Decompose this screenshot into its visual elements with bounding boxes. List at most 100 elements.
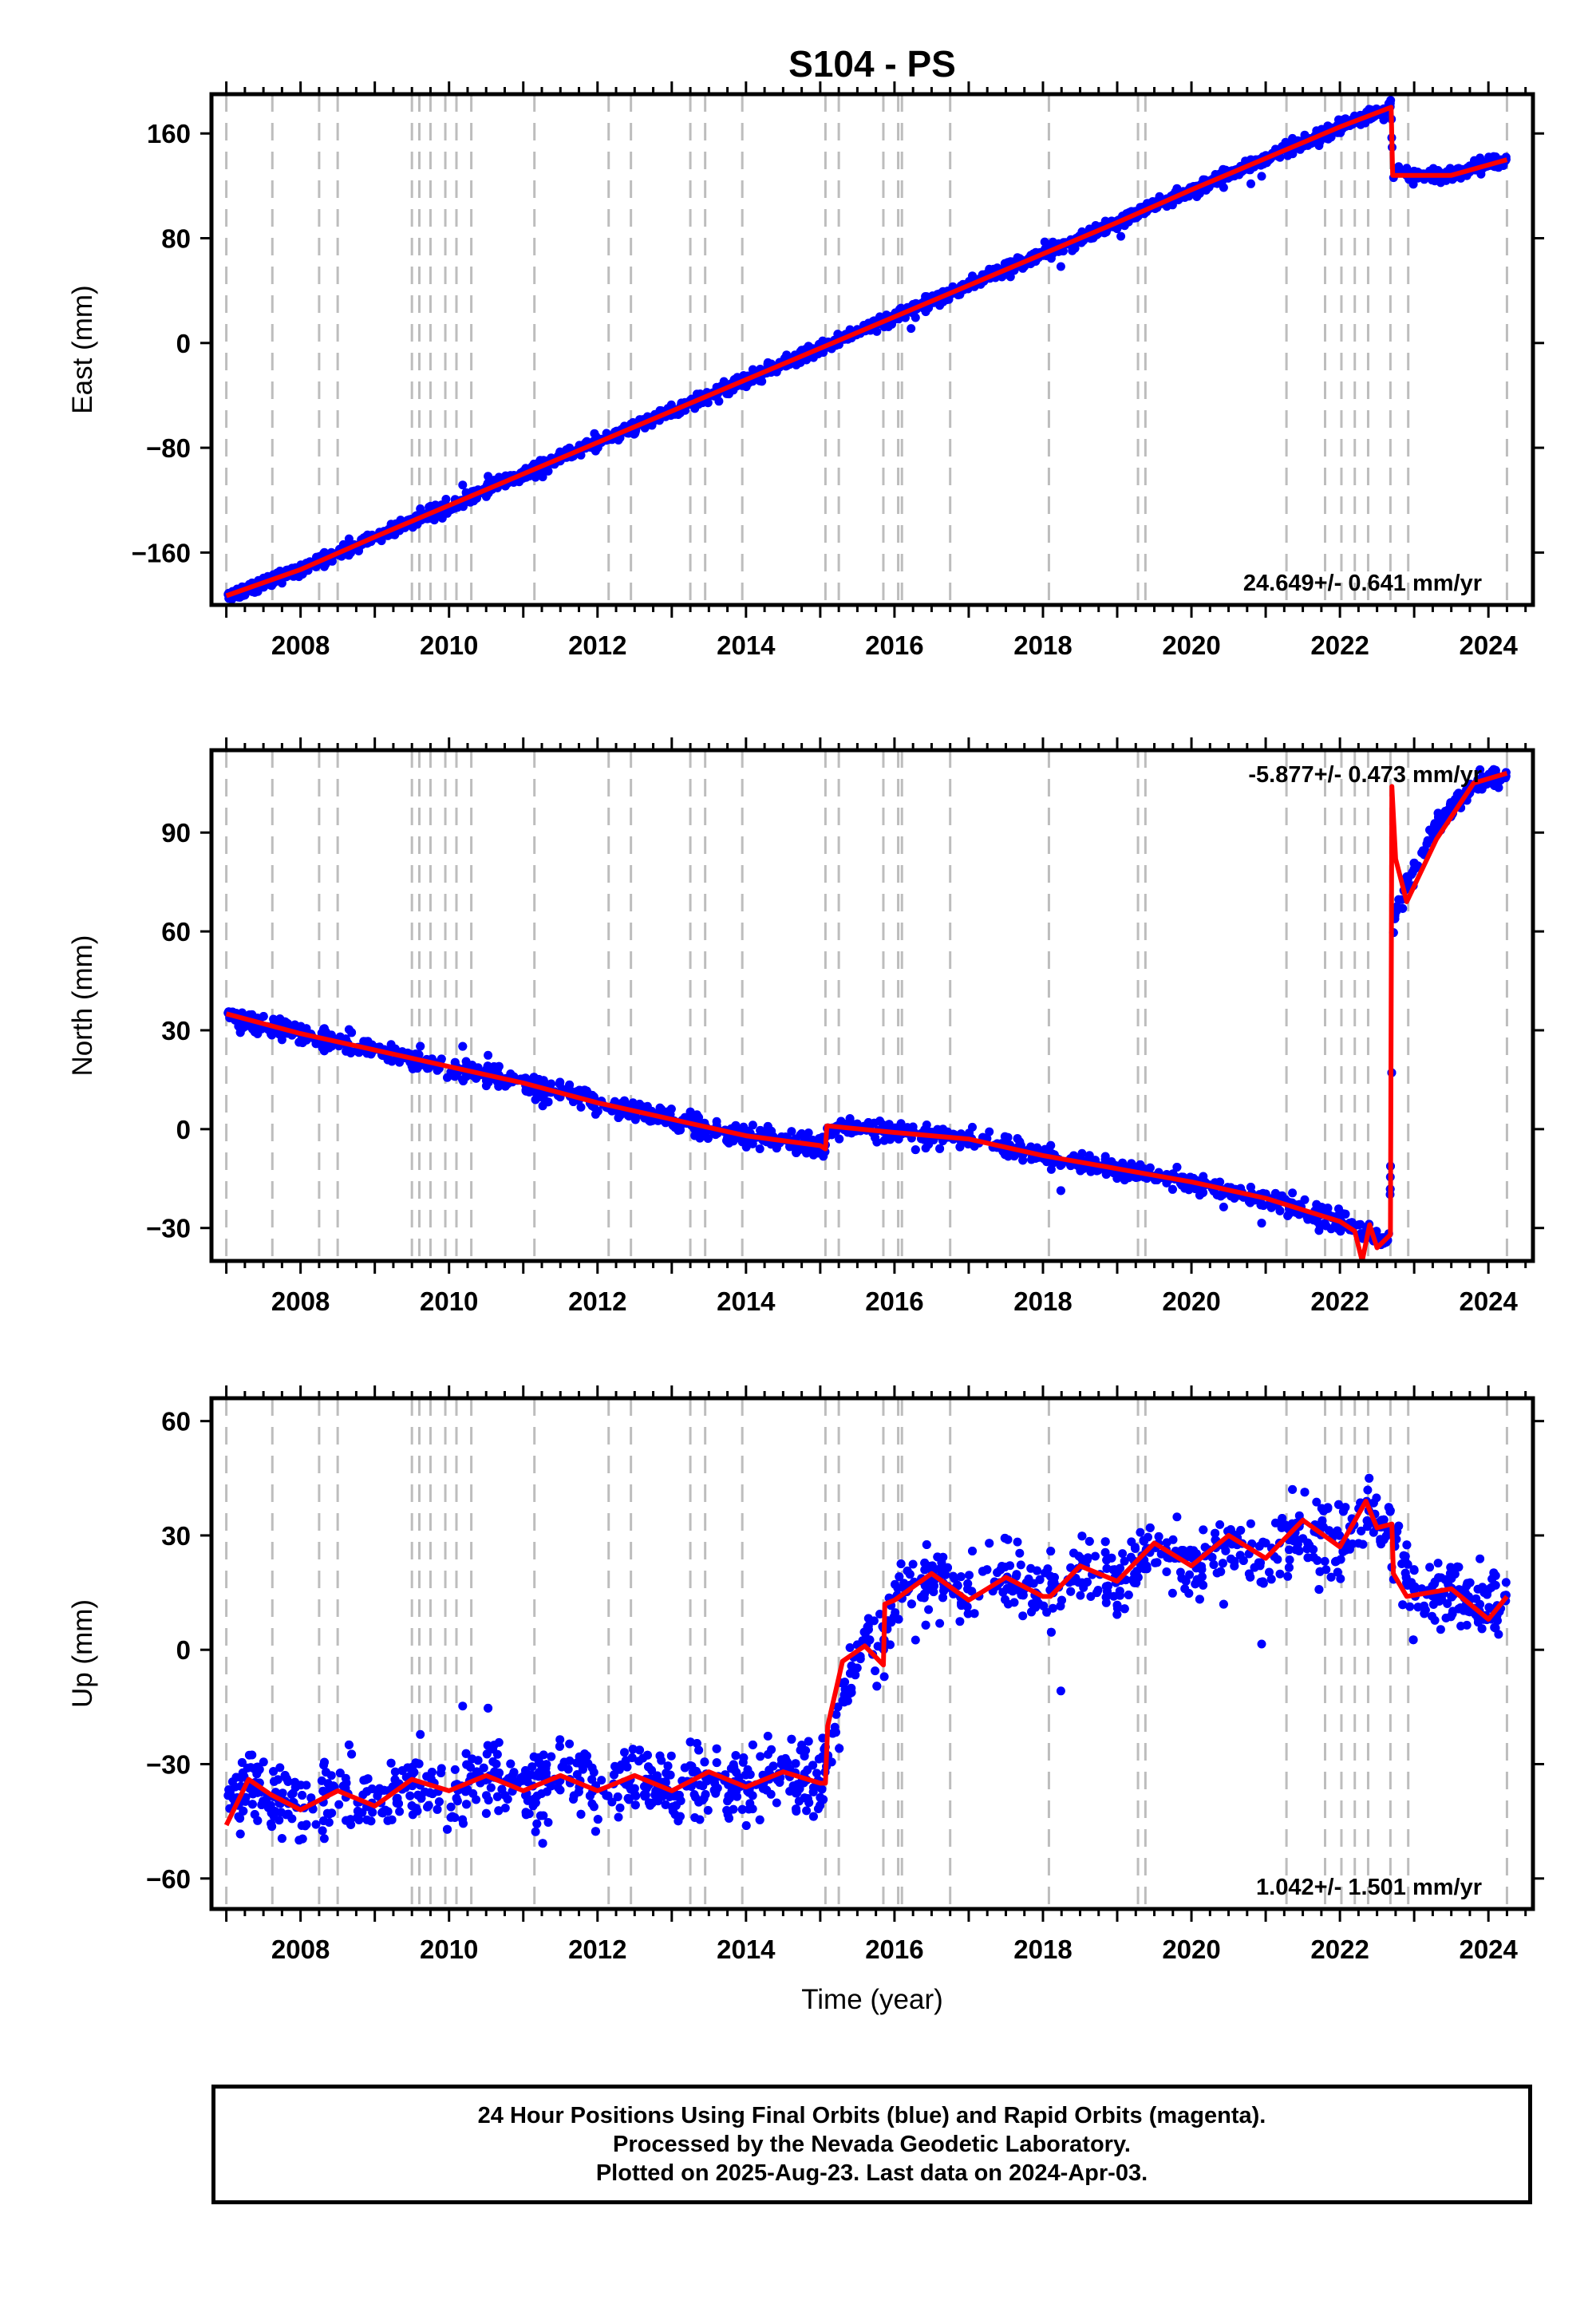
- observation-point: [416, 1041, 425, 1051]
- panels-layer: −160 −80 0 80 160 2008 2010 2012 2014 2016 2018 202…: [67, 81, 1544, 2015]
- x-tick-label: 2020: [1162, 630, 1220, 660]
- observation-point: [1300, 130, 1310, 140]
- observation-point: [241, 1022, 250, 1031]
- observation-point: [1246, 1183, 1255, 1192]
- east-model-line: [225, 105, 1508, 599]
- y-tick-label: 90: [161, 818, 191, 848]
- x-tick-label: 2012: [568, 1286, 626, 1316]
- plot-frame: [209, 92, 1535, 607]
- observation-point: [1116, 231, 1126, 241]
- observation-point: [985, 1127, 994, 1136]
- observation-point: [1334, 1204, 1343, 1214]
- observation-point: [1450, 795, 1460, 804]
- y-tick-label: 30: [161, 1016, 191, 1045]
- observation-point: [869, 1118, 879, 1128]
- observation-point: [1398, 903, 1408, 913]
- observation-point: [296, 1022, 306, 1031]
- observation-point: [234, 1022, 243, 1031]
- x-tick-label: 2018: [1013, 630, 1072, 660]
- observation-point: [1041, 1144, 1049, 1154]
- observation-point: [674, 410, 683, 419]
- event-lines: [225, 750, 1508, 1261]
- y-tick-label: 160: [147, 119, 191, 148]
- x-tick-label: 2014: [717, 1286, 776, 1316]
- observation-point: [723, 1133, 733, 1143]
- y-tick-label: 0: [176, 329, 191, 358]
- observation-point: [871, 1133, 880, 1143]
- observation-point: [531, 1095, 540, 1105]
- observation-point: [1323, 1203, 1333, 1213]
- observation-point: [802, 1148, 812, 1158]
- observation-point: [1244, 1197, 1254, 1207]
- observation-point: [239, 591, 248, 600]
- observation-point: [1354, 1220, 1364, 1230]
- north-rate-label: -5.877+/- 0.473 mm/yr: [1248, 762, 1482, 788]
- observation-point: [450, 1057, 460, 1067]
- y-tick-label: −30: [146, 1214, 191, 1243]
- observation-point: [666, 1105, 676, 1114]
- observation-point: [259, 1012, 268, 1021]
- observation-point: [1127, 1159, 1136, 1168]
- y-tick-label: 60: [161, 917, 191, 947]
- observation-point: [755, 376, 764, 385]
- observation-point: [390, 1044, 400, 1053]
- observation-point: [907, 324, 916, 334]
- observation-point: [576, 1102, 586, 1112]
- observation-point: [921, 307, 930, 317]
- x-tick-label: 2010: [420, 630, 478, 660]
- event-lines: [225, 1398, 1508, 1909]
- observation-point: [408, 1064, 417, 1073]
- x-tick-label: 2016: [865, 1286, 923, 1316]
- observation-point: [792, 1148, 801, 1157]
- north-model-line: [225, 771, 1508, 1261]
- observation-point: [1436, 810, 1446, 820]
- observation-point: [1409, 858, 1419, 868]
- observation-point: [1288, 133, 1298, 143]
- observation-point: [267, 581, 277, 591]
- x-tick-label: 2024: [1459, 630, 1518, 660]
- observation-point: [1347, 1218, 1357, 1227]
- x-tick-label: 2008: [271, 630, 330, 660]
- observation-point: [1056, 262, 1065, 271]
- observation-point: [538, 472, 547, 482]
- observation-point: [748, 365, 757, 374]
- observation-point: [1219, 183, 1228, 192]
- observation-point: [1494, 783, 1503, 792]
- observation-point: [311, 1039, 321, 1049]
- observation-point: [1257, 1219, 1266, 1228]
- y-tick-label: 80: [161, 224, 191, 254]
- y-tick-label: −160: [132, 538, 191, 567]
- plot-frame: [209, 748, 1535, 1263]
- observation-point: [955, 1142, 965, 1152]
- chart-title: S104 - PS: [788, 43, 956, 85]
- observation-point: [347, 1028, 357, 1037]
- observation-point: [787, 1127, 796, 1136]
- observation-point: [319, 1024, 329, 1034]
- observation-point: [970, 1141, 979, 1151]
- x-tick-label: 2010: [420, 1286, 478, 1316]
- observation-point: [472, 1073, 481, 1083]
- observation-point: [615, 1111, 625, 1120]
- x-tick-label: 2014: [717, 630, 776, 660]
- east-axis-label: East (mm): [67, 285, 98, 413]
- observation-point: [935, 1144, 945, 1153]
- observation-point: [484, 1050, 493, 1060]
- north-axis-label: North (mm): [67, 935, 98, 1077]
- north-observation-points: [223, 765, 1511, 1250]
- x-tick-label: 2022: [1310, 630, 1369, 660]
- y-tick-label: −80: [146, 433, 191, 463]
- observation-point: [1018, 1156, 1028, 1165]
- x-tick-label: 2020: [1162, 1286, 1220, 1316]
- observation-point: [1136, 1160, 1145, 1169]
- observation-point: [253, 1029, 263, 1038]
- observation-point: [1408, 180, 1418, 189]
- observation-point: [555, 1077, 565, 1087]
- observation-point: [1246, 179, 1255, 188]
- observation-point: [835, 1134, 844, 1144]
- observation-point: [1101, 1170, 1111, 1179]
- observation-point: [766, 1140, 776, 1149]
- observation-point: [1219, 1202, 1228, 1211]
